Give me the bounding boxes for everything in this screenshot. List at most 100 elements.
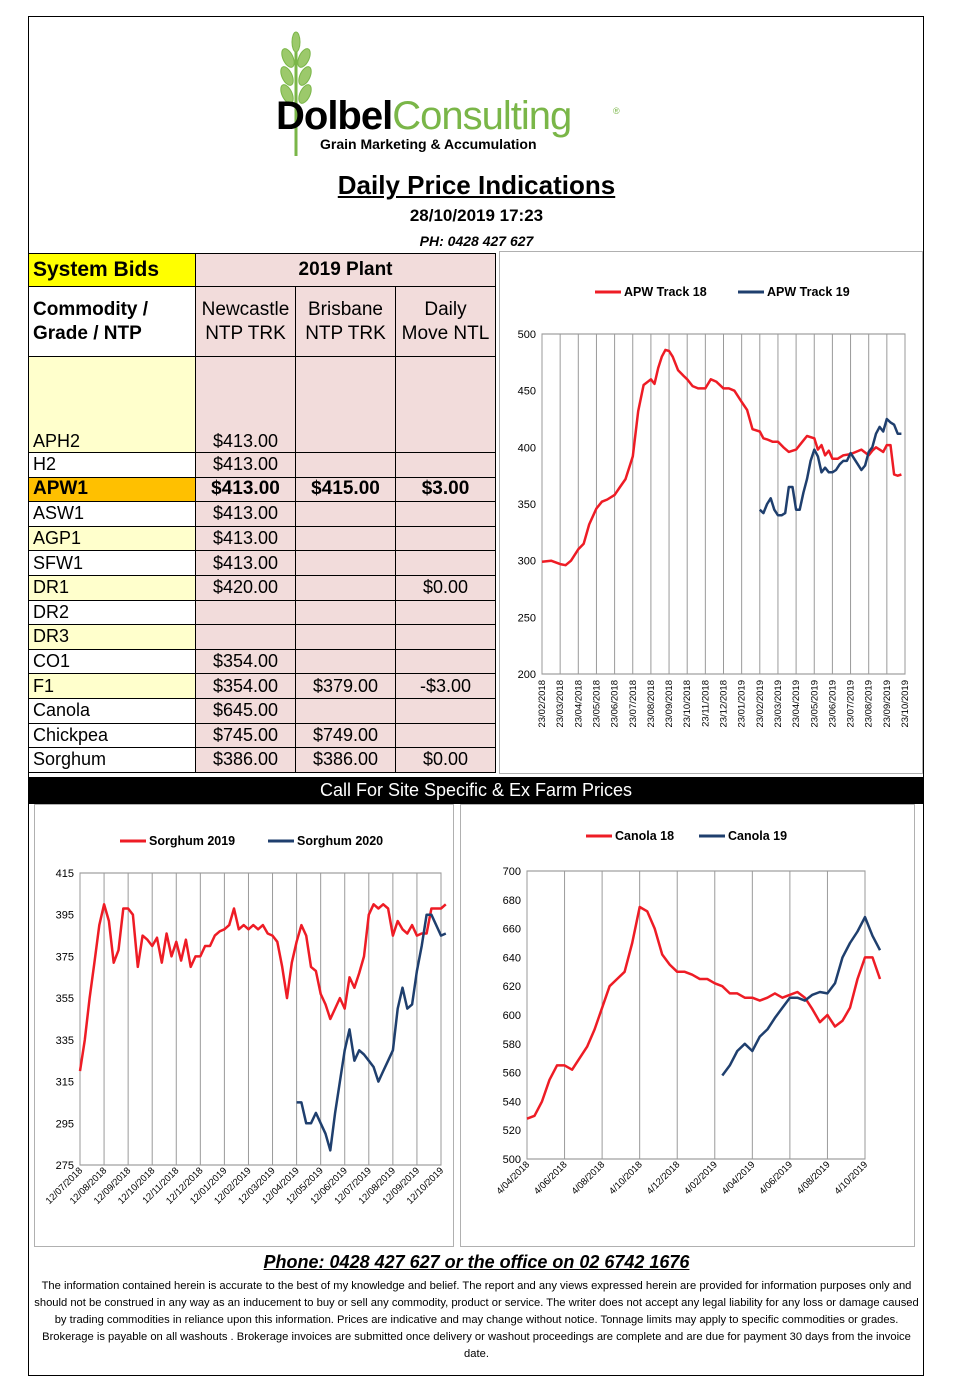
newcastle-cell	[195, 624, 296, 650]
y-tick-label: 200	[518, 669, 536, 681]
newcastle-cell: $745.00	[195, 722, 296, 749]
x-tick-label: 23/10/2018	[682, 680, 693, 728]
x-tick-label: 23/08/2019	[864, 680, 875, 728]
grade-cell: DR3	[28, 624, 196, 650]
registered-mark: ®	[613, 106, 620, 116]
y-tick-label: 415	[56, 868, 74, 880]
newcastle-cell: $413.00	[195, 476, 296, 503]
y-tick-label: 500	[518, 329, 536, 341]
newcastle-cell	[195, 599, 296, 626]
y-tick-label: 600	[503, 1010, 521, 1022]
logo-tagline: Grain Marketing & Accumulation	[320, 136, 537, 152]
plant-header: 2019 Plant	[195, 253, 496, 287]
legend-label: APW Track 19	[767, 285, 850, 299]
table-row: CO1 $354.00	[28, 648, 496, 675]
brisbane-cell	[295, 574, 396, 601]
y-tick-label: 640	[503, 952, 521, 964]
dolbel-logo: DolbelConsulting ® Grain Marketing & Acc…	[268, 28, 638, 158]
table-row: F1 $354.00 $379.00 -$3.00	[28, 673, 496, 699]
brisbane-cell	[295, 525, 396, 552]
x-tick-label: 23/06/2019	[827, 680, 838, 728]
move-cell	[395, 697, 496, 724]
newcastle-cell: $413.00	[195, 501, 296, 527]
move-cell: -$3.00	[395, 673, 496, 699]
x-tick-label: 4/10/2019	[832, 1159, 870, 1197]
logo-wordmark: DolbelConsulting	[276, 94, 572, 138]
move-cell	[395, 452, 496, 478]
col-newcastle: Newcastle NTP TRK	[195, 286, 296, 357]
x-tick-label: 23/10/2019	[900, 680, 911, 728]
call-banner: Call For Site Specific & Ex Farm Prices	[28, 777, 924, 804]
move-cell: $0.00	[395, 574, 496, 601]
brisbane-cell	[295, 550, 396, 576]
brisbane-cell	[295, 648, 396, 675]
grade-cell: H2	[28, 452, 196, 478]
header-phone: PH: 0428 427 627	[419, 233, 534, 249]
x-tick-label: 23/06/2018	[610, 680, 621, 728]
table-row: ASW1 $413.00	[28, 501, 496, 527]
x-tick-label: 4/08/2019	[795, 1159, 833, 1197]
sorghum-chart: 12/07/2018 12/08/2018 12/09/2018 12/10/2018…	[34, 804, 454, 1247]
series-line	[296, 913, 447, 1152]
y-tick-label: 560	[503, 1068, 521, 1080]
x-tick-label: 23/01/2019	[737, 680, 748, 728]
grade-cell: APW1	[28, 476, 196, 503]
x-tick-label: 23/11/2018	[700, 680, 711, 727]
newcastle-cell: $645.00	[195, 697, 296, 724]
legend-label: Canola 19	[728, 829, 787, 843]
newcastle-cell: $354.00	[195, 648, 296, 675]
x-tick-label: 4/08/2018	[570, 1159, 608, 1197]
table-row: DR2	[28, 599, 496, 626]
canola-chart-svg: 4/04/2018 4/06/2018 4/08/2018 4/10/2018 4/12…	[494, 829, 882, 1197]
move-cell	[395, 648, 496, 675]
y-tick-label: 335	[56, 1035, 74, 1047]
legend-label: Sorghum 2019	[149, 834, 235, 848]
table-row: APW1 $413.00 $415.00 $3.00	[28, 476, 496, 503]
price-table: System Bids 2019 Plant Commodity / Grade…	[28, 253, 496, 773]
col-brisbane: Brisbane NTP TRK	[295, 286, 396, 357]
newcastle-cell: $413.00	[195, 525, 296, 552]
apw-chart-svg: 23/02/2018 23/03/2018 23/04/2018 23/05/2018…	[518, 285, 911, 728]
table-row: H2 $413.00	[28, 452, 496, 478]
page-title: Daily Price Indications	[337, 170, 616, 200]
newcastle-cell: $413.00	[195, 452, 296, 478]
brisbane-cell: $386.00	[295, 747, 396, 773]
y-tick-label: 355	[56, 993, 74, 1005]
x-tick-label: 23/08/2018	[646, 680, 657, 728]
grade-cell: DR2	[28, 599, 196, 626]
x-tick-label: 23/02/2018	[537, 680, 548, 728]
y-tick-label: 520	[503, 1125, 521, 1137]
table-row: AGP1 $413.00	[28, 525, 496, 552]
x-tick-label: 23/02/2019	[755, 680, 766, 728]
table-row: APH2 $413.00	[28, 356, 496, 453]
y-tick-label: 300	[518, 556, 536, 568]
move-cell	[395, 356, 496, 453]
y-tick-label: 700	[503, 866, 521, 878]
sorghum-chart-svg: 12/07/201812/08/201812/09/201812/10/2018…	[44, 834, 447, 1207]
y-tick-label: 450	[518, 386, 536, 398]
grade-cell: DR1	[28, 574, 196, 601]
x-tick-label: 23/03/2018	[555, 680, 566, 728]
brisbane-cell: $749.00	[295, 722, 396, 749]
footer-phone: Phone: 0428 427 627 or the office on 02 …	[263, 1252, 690, 1272]
table-row: Chickpea $745.00 $749.00	[28, 722, 496, 749]
x-tick-label: 4/12/2018	[645, 1159, 683, 1197]
grade-cell: Sorghum	[28, 747, 196, 773]
grade-cell: ASW1	[28, 501, 196, 527]
table-row: SFW1 $413.00	[28, 550, 496, 576]
x-tick-label: 23/12/2018	[719, 680, 730, 728]
y-tick-label: 375	[56, 951, 74, 963]
series-line	[758, 417, 902, 517]
move-cell	[395, 550, 496, 576]
newcastle-cell: $354.00	[195, 673, 296, 699]
grade-cell: Canola	[28, 697, 196, 724]
x-tick-label: 23/07/2019	[846, 680, 857, 728]
move-cell	[395, 624, 496, 650]
y-tick-label: 500	[503, 1154, 521, 1166]
newcastle-cell: $413.00	[195, 356, 296, 453]
apw-chart: 23/02/2018 23/03/2018 23/04/2018 23/05/2018…	[499, 251, 923, 774]
x-tick-label: 23/05/2018	[591, 680, 602, 728]
grade-cell: CO1	[28, 648, 196, 675]
y-tick-label: 350	[518, 499, 536, 511]
y-tick-label: 540	[503, 1096, 521, 1108]
